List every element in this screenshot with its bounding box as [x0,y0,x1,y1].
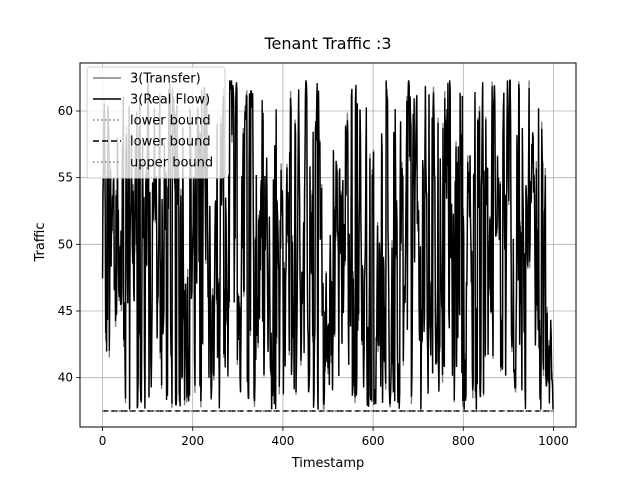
legend-frame [86,66,226,179]
y-tick-label: 45 [58,304,73,318]
legend-label: upper bound [130,156,213,171]
x-tick-label: 600 [362,434,385,448]
legend-label: lower bound [130,114,211,129]
x-tick-label: 200 [181,434,204,448]
legend-label: lower bound [130,135,211,150]
y-axis-label: Traffic [33,222,48,262]
y-tick-label: 40 [58,371,73,385]
legend-label: 3(Real Flow) [130,93,210,108]
chart-title: Tenant Traffic :3 [263,34,391,53]
x-tick-label: 800 [452,434,475,448]
y-tick-label: 50 [58,237,73,251]
x-tick-label: 0 [99,434,107,448]
x-axis-label: Timestamp [291,456,365,471]
y-tick-label: 60 [58,104,73,118]
series-layer [101,79,554,412]
plot-area: 0 200 400 600 800 1000 40 45 50 55 60 [58,62,577,448]
legend-label: 3(Transfer) [130,72,201,87]
axes-frame [79,62,577,428]
y-tick-label: 55 [58,171,73,185]
x-tick-label: 400 [271,434,294,448]
legend: 3(Transfer) 3(Real Flow) lower bound lower … [86,66,226,179]
x-tick-label: 1000 [538,434,569,448]
ticks: 0 200 400 600 800 1000 40 45 50 55 60 [58,104,569,448]
series-line-real-flow [101,79,554,410]
